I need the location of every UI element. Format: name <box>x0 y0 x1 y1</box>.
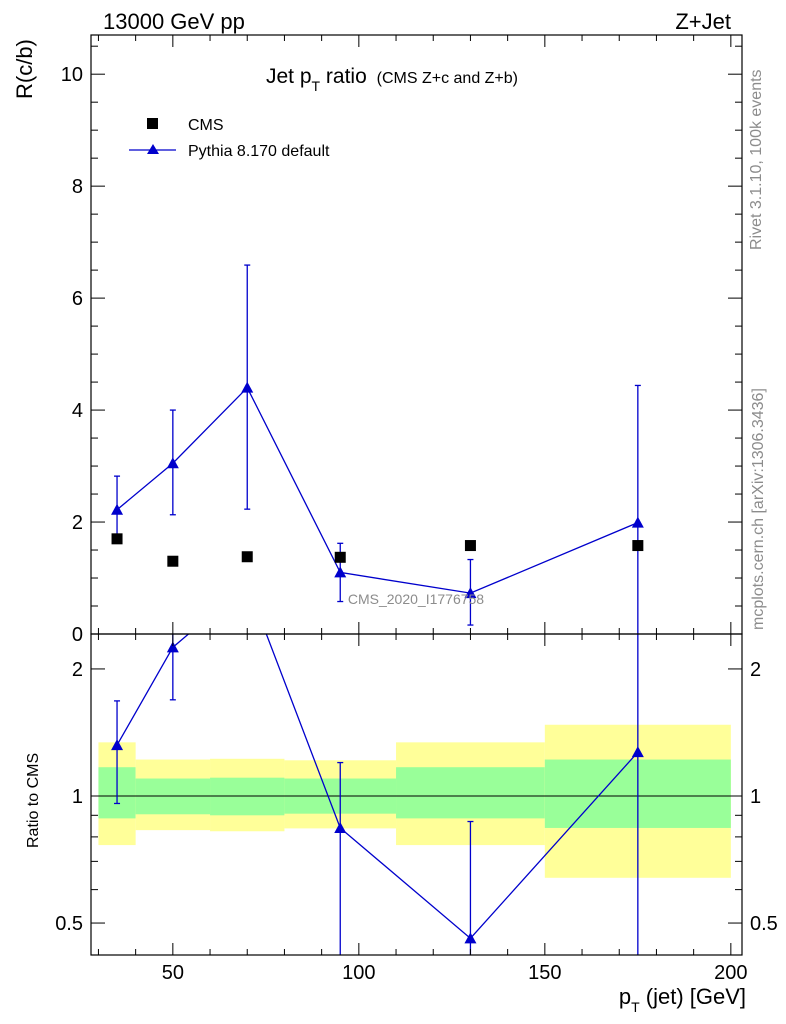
cms-point <box>241 551 253 563</box>
ratio-point <box>631 746 644 758</box>
ratio-series-line <box>116 634 639 940</box>
ratio-frame <box>90 633 743 956</box>
ratio-y-tick-label-right: 0.5 <box>750 913 778 935</box>
y-tick-label: 4 <box>72 400 83 422</box>
x-axis-label-rest: (jet) [GeV] <box>640 984 746 1009</box>
ratio-y-tick-label-right: 2 <box>750 659 761 681</box>
y-tick-label: 0 <box>72 624 83 646</box>
header-energy: 13000 GeV pp <box>103 9 245 34</box>
chart-title-sub: T <box>312 78 321 94</box>
ratio-y-tick-label: 2 <box>72 659 83 681</box>
legend-cms-label: CMS <box>188 117 224 134</box>
analysis-tag: CMS_2020_I1776758 <box>348 591 484 607</box>
rivet-label: Rivet 3.1.10, 100k events <box>748 69 765 250</box>
cms-point <box>334 551 346 563</box>
cms-point <box>632 540 644 552</box>
legend-mc-marker <box>147 144 159 154</box>
x-tick-label: 50 <box>162 962 184 984</box>
mc-point <box>241 381 254 393</box>
legend-mc-label: Pythia 8.170 default <box>188 143 330 160</box>
ratio-point <box>111 739 124 751</box>
main-plot <box>111 264 644 634</box>
legend: CMS Pythia 8.170 default <box>129 117 330 160</box>
ratio-y-tick-label: 1 <box>72 786 83 808</box>
header-process: Z+Jet <box>675 9 731 34</box>
mcplots-label: mcplots.cern.ch [arXiv:1306.3436] <box>750 388 767 630</box>
chart-title-rest: ratio <box>320 65 367 88</box>
mc-point <box>631 516 644 528</box>
ratio-y-tick-label: 0.5 <box>55 913 83 935</box>
mc-point <box>464 587 477 599</box>
x-tick-label: 200 <box>714 962 747 984</box>
cms-point <box>464 540 476 552</box>
ratio-y-tick-label-right: 1 <box>750 786 761 808</box>
cms-point <box>167 555 179 567</box>
mc-point <box>111 503 124 515</box>
chart-title-small: (CMS Z+c and Z+b) <box>377 70 518 87</box>
x-axis-label-sub: T <box>631 999 640 1015</box>
ratio-clipped <box>111 634 644 955</box>
x-axis-label: pT (jet) [GeV] <box>619 984 746 1015</box>
chart-title: Jet pT ratio (CMS Z+c and Z+b) <box>266 65 518 94</box>
y-tick-label: 10 <box>61 64 83 86</box>
ratio-point <box>334 821 347 833</box>
x-axis-label-main: p <box>619 984 631 1009</box>
mc-point <box>334 566 347 578</box>
ratio-point <box>166 641 179 653</box>
axes: 50 100 150 200 0 2 4 6 8 10 0.5 0.5 1 1 2 2 <box>55 35 778 984</box>
ratio-bands <box>91 724 742 878</box>
y-tick-label: 2 <box>72 512 83 534</box>
x-tick-label: 150 <box>528 962 561 984</box>
x-tick-label: 100 <box>342 962 375 984</box>
chart-title-main: Jet p <box>266 65 312 88</box>
mc-series-line <box>116 386 639 594</box>
cms-point <box>111 533 123 545</box>
ratio-point <box>464 932 477 944</box>
legend-cms-marker <box>147 118 158 129</box>
inner-band-4 <box>396 767 545 819</box>
y-tick-label: 8 <box>72 176 83 198</box>
y-axis-label: R(c/b) <box>12 39 37 99</box>
inner-band-2 <box>210 777 285 816</box>
ratio-y-label: Ratio to CMS <box>25 753 42 848</box>
mc-point <box>166 457 179 469</box>
ratio-plot <box>111 634 644 955</box>
y-tick-label: 6 <box>72 288 83 310</box>
